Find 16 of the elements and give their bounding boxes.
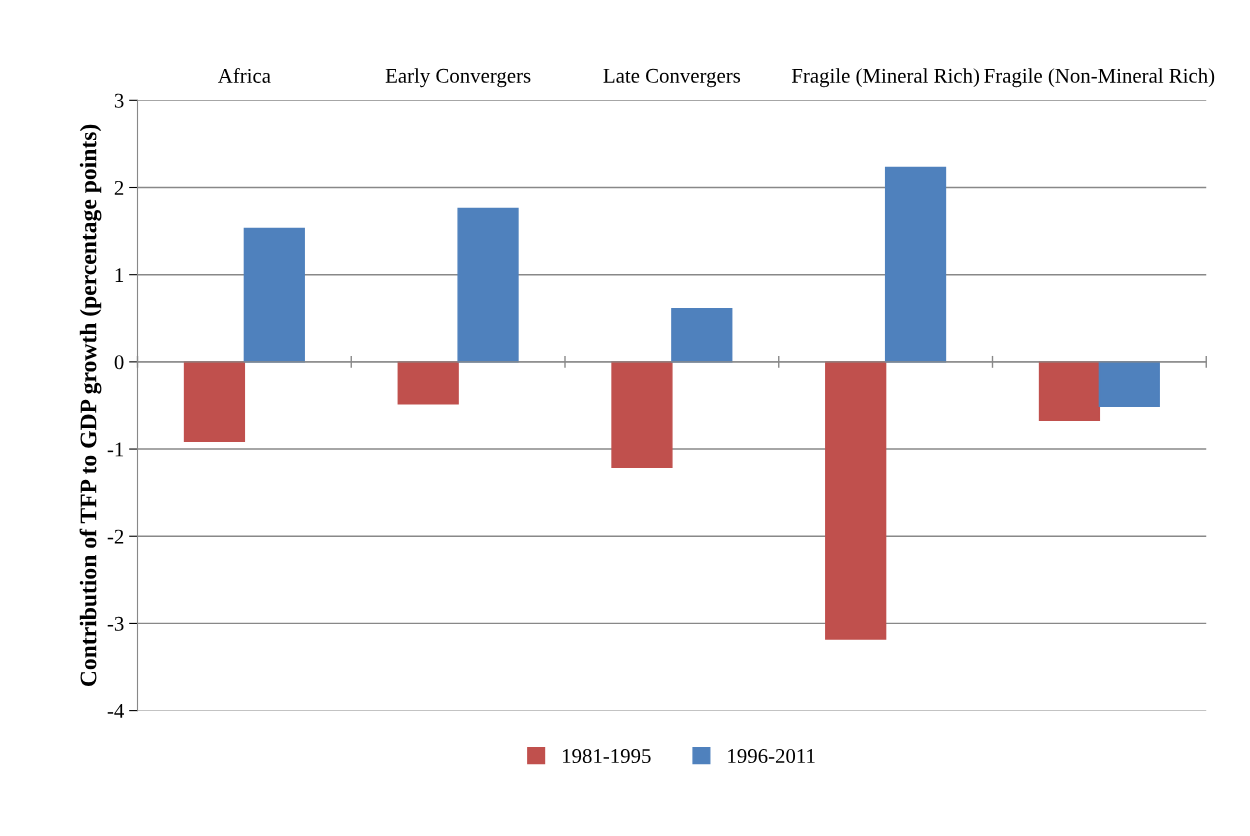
x-tick-label: Late Convergers bbox=[603, 68, 741, 88]
legend-label: 1996-2011 bbox=[728, 749, 815, 764]
x-tick-label: Africa bbox=[217, 68, 271, 83]
legend-label: 1981-1995 bbox=[562, 749, 651, 764]
y-tick-label: 1 bbox=[115, 268, 124, 282]
y-tick-label: -3 bbox=[107, 616, 124, 631]
y-tick-label: 2 bbox=[114, 180, 124, 195]
y-tick-label: 0 bbox=[114, 355, 124, 370]
y-tick-label: -1 bbox=[107, 442, 124, 457]
y-axis-title: Contribution of TFP to GDP growth (percentage points) bbox=[79, 124, 102, 687]
y-tick-label: -4 bbox=[107, 704, 124, 718]
x-tick-label: Fragile (Mineral Rich) bbox=[791, 68, 980, 88]
x-tick-label: Early Convergers bbox=[385, 68, 531, 88]
y-tick-label: -2 bbox=[107, 529, 124, 544]
y-tick-label: 3 bbox=[114, 93, 124, 108]
x-tick-label: Fragile (Non-Mineral Rich) bbox=[984, 68, 1215, 88]
